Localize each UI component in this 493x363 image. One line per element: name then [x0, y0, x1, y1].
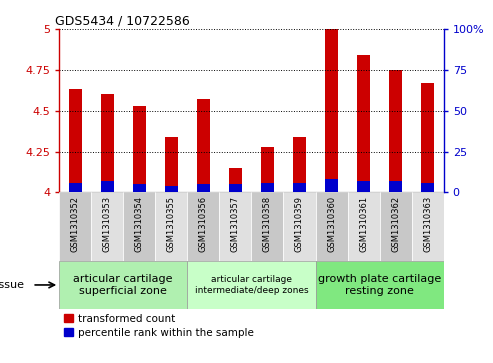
Text: GSM1310354: GSM1310354 [135, 196, 144, 252]
Bar [165, 186, 177, 192]
Bar [59, 192, 91, 261]
Bar [389, 181, 402, 192]
Bar [325, 179, 338, 192]
Text: GSM1310363: GSM1310363 [423, 196, 432, 252]
Bar [197, 99, 210, 192]
Bar [357, 181, 370, 192]
Bar [412, 192, 444, 261]
Text: GDS5434 / 10722586: GDS5434 / 10722586 [55, 15, 190, 28]
Bar [261, 147, 274, 192]
Bar [229, 184, 242, 192]
Bar [293, 137, 306, 192]
Legend: transformed count, percentile rank within the sample: transformed count, percentile rank withi… [65, 314, 254, 338]
Text: GSM1310359: GSM1310359 [295, 196, 304, 252]
Text: GSM1310361: GSM1310361 [359, 196, 368, 252]
Bar [348, 192, 380, 261]
Bar [123, 192, 155, 261]
Bar [155, 192, 187, 261]
Bar [101, 94, 113, 192]
Bar [91, 192, 123, 261]
Text: GSM1310355: GSM1310355 [167, 196, 176, 252]
Text: GSM1310352: GSM1310352 [70, 196, 80, 252]
Bar [187, 192, 219, 261]
Bar [133, 106, 146, 192]
Bar [101, 181, 113, 192]
Bar [261, 183, 274, 192]
Bar [316, 261, 444, 309]
Text: GSM1310353: GSM1310353 [103, 196, 112, 252]
Bar [251, 192, 283, 261]
Bar [325, 29, 338, 192]
Bar [421, 183, 434, 192]
Text: GSM1310362: GSM1310362 [391, 196, 400, 252]
Text: GSM1310358: GSM1310358 [263, 196, 272, 252]
Bar [316, 192, 348, 261]
Bar [293, 183, 306, 192]
Text: growth plate cartilage
resting zone: growth plate cartilage resting zone [318, 274, 441, 296]
Text: GSM1310357: GSM1310357 [231, 196, 240, 252]
Text: articular cartilage
intermediate/deep zones: articular cartilage intermediate/deep zo… [195, 275, 308, 295]
Bar [283, 192, 316, 261]
Text: GSM1310356: GSM1310356 [199, 196, 208, 252]
Bar [380, 192, 412, 261]
Bar [389, 70, 402, 192]
Bar [69, 183, 81, 192]
Bar [229, 168, 242, 192]
Bar [357, 55, 370, 192]
Text: GSM1310360: GSM1310360 [327, 196, 336, 252]
Bar [165, 137, 177, 192]
Text: tissue: tissue [0, 280, 25, 290]
Text: articular cartilage
superficial zone: articular cartilage superficial zone [73, 274, 173, 296]
Bar [69, 90, 81, 192]
Bar [421, 83, 434, 192]
Bar [197, 184, 210, 192]
Bar [59, 261, 187, 309]
Bar [219, 192, 251, 261]
Bar [187, 261, 316, 309]
Bar [133, 184, 146, 192]
